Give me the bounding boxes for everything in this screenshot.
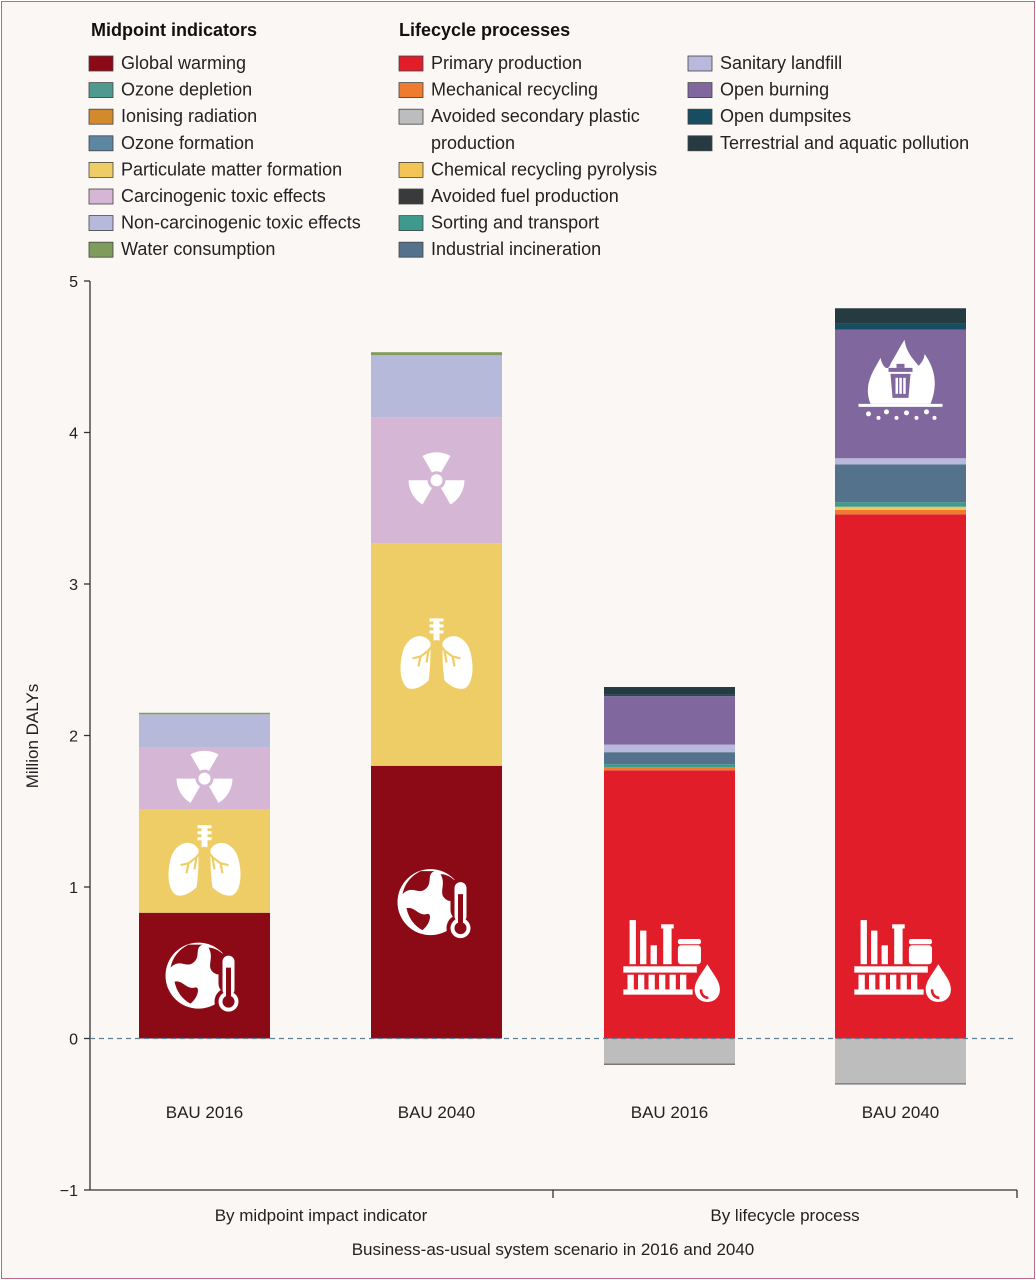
legend-label: Open dumpsites	[720, 106, 851, 126]
legend-label: Avoided fuel production	[431, 186, 619, 206]
legend-swatch	[398, 215, 424, 232]
bar-segment	[139, 714, 270, 748]
legend-label: Chemical recycling pyrolysis	[431, 159, 657, 179]
bar-segment	[604, 696, 735, 745]
legend-label-continued: production	[431, 133, 515, 153]
legend-swatch	[687, 82, 713, 98]
legend-label: Ionising radiation	[121, 106, 257, 126]
legend-swatch	[398, 82, 424, 98]
legend-swatch	[398, 161, 424, 178]
legend: Midpoint indicators Lifecycle processes …	[88, 20, 969, 259]
legend-swatch	[88, 188, 114, 205]
group-label-lifecycle: By lifecycle process	[710, 1206, 859, 1225]
legend-swatch	[398, 188, 424, 205]
legend-swatch	[88, 241, 114, 258]
legend-swatch	[88, 108, 114, 125]
x-category-label: BAU 2016	[166, 1103, 244, 1122]
x-category-label: BAU 2016	[631, 1103, 709, 1122]
legend-label: Global warming	[121, 53, 246, 73]
y-tick-label: 4	[69, 426, 78, 443]
bar-segment	[604, 1038, 735, 1065]
y-axis-title: Million DALYs	[23, 684, 42, 789]
legend-swatch	[687, 135, 713, 152]
bar-segment	[835, 506, 966, 510]
legend-label: Avoided secondary plastic	[431, 106, 640, 126]
y-tick-label: 0	[69, 1032, 78, 1049]
bar-segment	[604, 767, 735, 771]
bar-segment	[604, 764, 735, 768]
bar-segment	[139, 712, 270, 715]
legend-swatch	[398, 55, 424, 72]
group-label-midpoint: By midpoint impact indicator	[215, 1206, 428, 1225]
legend-label: Mechanical recycling	[431, 80, 598, 100]
legend-swatch	[88, 161, 114, 178]
legend-midpoint-title: Midpoint indicators	[91, 20, 257, 40]
bar-segment	[371, 355, 502, 418]
bar-segment	[835, 509, 966, 515]
bar-segment	[371, 352, 502, 356]
x-category-label: BAU 2040	[398, 1103, 476, 1122]
bar-segment	[835, 1038, 966, 1084]
legend-label: Sorting and transport	[431, 213, 599, 233]
legend-label: Water consumption	[121, 239, 275, 259]
y-tick-label: 5	[69, 274, 78, 291]
legend-swatch	[687, 55, 713, 72]
bar-segment	[604, 687, 735, 695]
legend-label: Ozone formation	[121, 133, 254, 153]
bar-segment	[371, 543, 502, 766]
legend-label: Terrestrial and aquatic pollution	[720, 133, 969, 153]
bar-segment	[604, 752, 735, 765]
legend-swatch	[88, 215, 114, 232]
y-tick-label: −1	[60, 1183, 78, 1200]
legend-label: Non-carcinogenic toxic effects	[121, 213, 361, 233]
bar-segment	[835, 323, 966, 330]
y-tick-label: 2	[69, 729, 78, 746]
x-category-label: BAU 2040	[862, 1103, 940, 1122]
legend-process-title: Lifecycle processes	[399, 20, 570, 40]
bar-segment	[139, 809, 270, 913]
y-tick-label: 1	[69, 880, 78, 897]
x-axis-title: Business-as-usual system scenario in 201…	[352, 1240, 755, 1259]
y-tick-label: 3	[69, 577, 78, 594]
legend-label: Ozone depletion	[121, 80, 252, 100]
bar-segment	[835, 464, 966, 503]
legend-items: Global warming Ozone depletion Ionising ra…	[88, 53, 969, 259]
legend-label: Open burning	[720, 80, 829, 100]
bar-segment	[835, 458, 966, 465]
legend-label: Industrial incineration	[431, 239, 601, 259]
bar-segment	[835, 502, 966, 507]
legend-swatch	[398, 108, 424, 125]
bar-segment	[604, 694, 735, 697]
legend-swatch	[687, 108, 713, 125]
bar-segment	[835, 308, 966, 324]
bars: BAU 2016 BAU 2040 BAU 2016 BAU 2040	[90, 308, 1017, 1122]
bar-segment	[604, 744, 735, 753]
legend-swatch	[88, 82, 114, 98]
legend-swatch	[398, 241, 424, 258]
legend-swatch	[88, 55, 114, 72]
legend-label: Carcinogenic toxic effects	[121, 186, 326, 206]
legend-label: Primary production	[431, 53, 582, 73]
legend-label: Particulate matter formation	[121, 159, 342, 179]
legend-label: Sanitary landfill	[720, 53, 842, 73]
legend-swatch	[88, 135, 114, 152]
